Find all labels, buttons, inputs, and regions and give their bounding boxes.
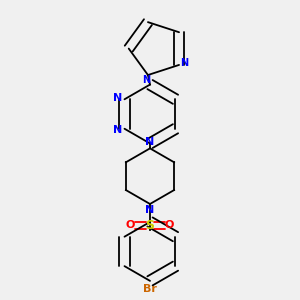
Text: N: N (146, 137, 154, 148)
Text: N: N (113, 93, 123, 103)
Text: N: N (146, 205, 154, 215)
Text: O: O (126, 220, 135, 230)
Text: O: O (165, 220, 174, 230)
Text: N: N (113, 125, 123, 135)
Text: S: S (146, 219, 154, 232)
Text: N: N (142, 75, 150, 85)
Text: Br: Br (143, 284, 157, 294)
Text: N: N (180, 58, 188, 68)
